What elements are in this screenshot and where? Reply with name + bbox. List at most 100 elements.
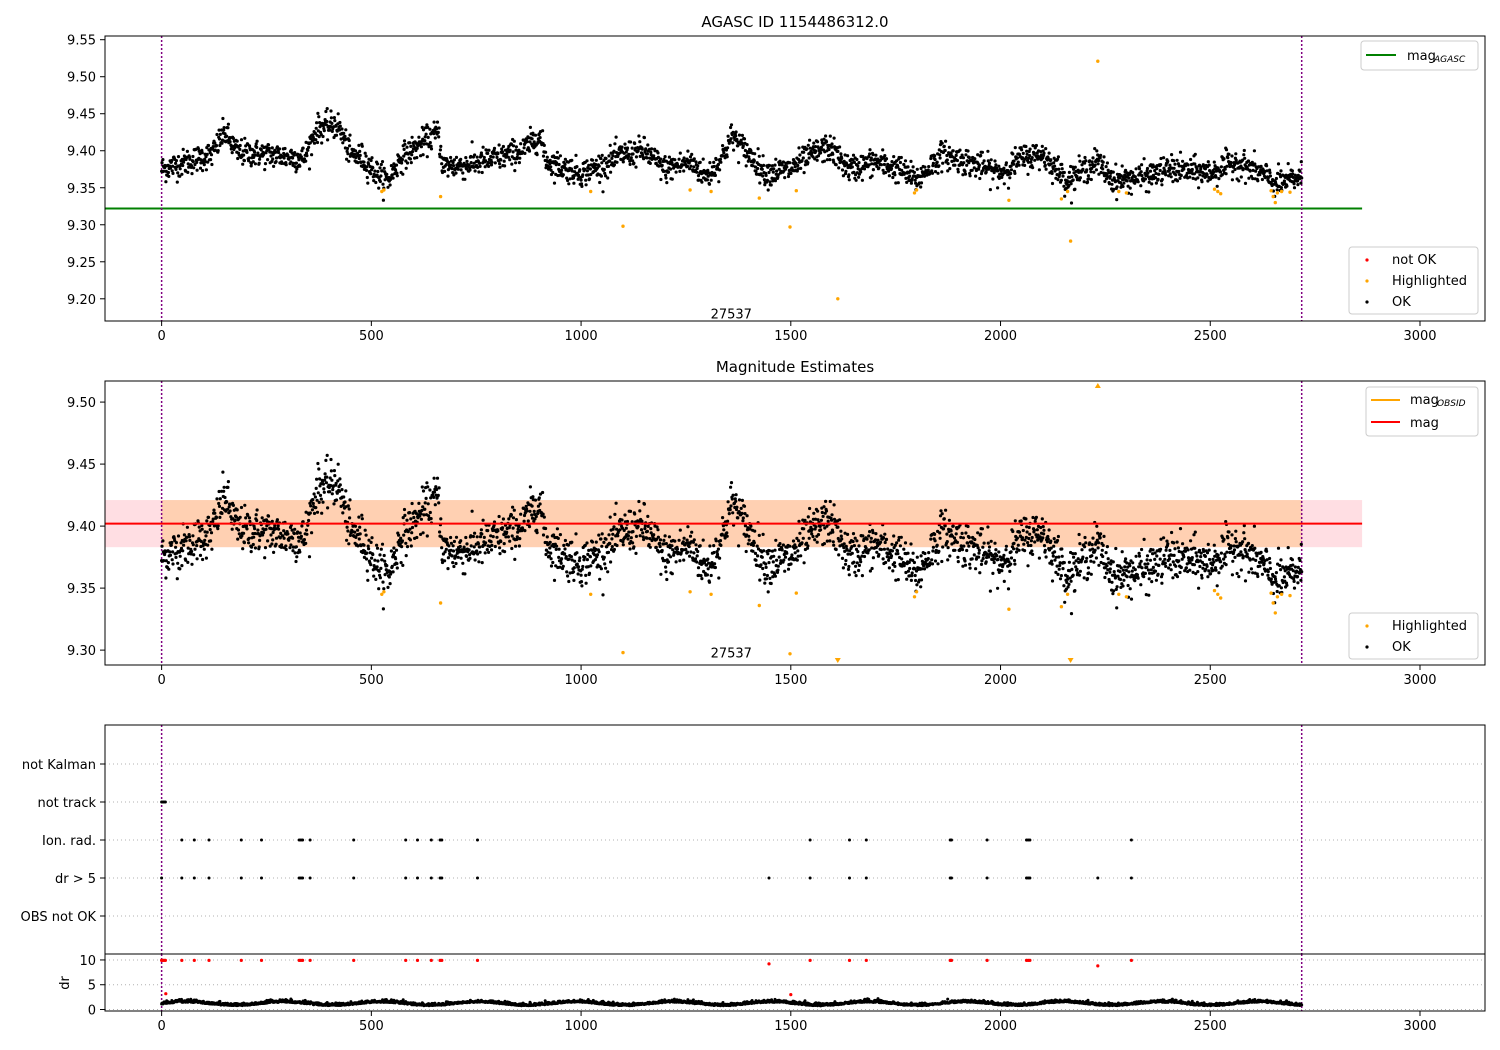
ok-point [341, 511, 345, 515]
ok-point [293, 551, 297, 555]
ok-point [380, 542, 385, 546]
ok-point [354, 535, 358, 540]
ok-point [933, 539, 937, 543]
ok-point [402, 507, 407, 512]
ok-point [834, 163, 838, 167]
ok-point [440, 546, 444, 550]
ok-point [698, 160, 702, 164]
ok-point [1090, 554, 1094, 558]
ok-point [657, 164, 661, 168]
ok-point [1021, 151, 1025, 155]
ok-point [252, 535, 256, 539]
ok-point [440, 558, 444, 562]
ok-point [498, 165, 502, 169]
ok-point [944, 139, 948, 143]
ok-point [1125, 171, 1129, 175]
ok-point [451, 549, 456, 553]
ok-point [503, 550, 507, 554]
ok-point [743, 524, 748, 528]
ok-point [824, 509, 829, 513]
ok-point [402, 154, 406, 158]
ok-point [940, 141, 944, 145]
ok-point [731, 493, 735, 497]
ok-point [324, 109, 328, 114]
ok-point [977, 551, 981, 555]
ok-point [714, 157, 718, 162]
ok-point [741, 519, 745, 523]
ok-point [478, 161, 482, 165]
ok-point [659, 572, 663, 576]
ok-point [548, 546, 552, 550]
ok-point [816, 533, 821, 537]
ok-point [970, 557, 974, 561]
ok-point [606, 164, 611, 168]
ok-point [242, 159, 246, 163]
ok-point [748, 527, 752, 531]
ok-point [945, 158, 949, 162]
ok-point [776, 564, 780, 568]
ok-point [1143, 177, 1147, 181]
ok-point [1200, 180, 1204, 184]
ok-point [425, 155, 429, 159]
ok-point [933, 559, 938, 563]
ok-point [476, 552, 480, 556]
ok-point [436, 493, 440, 497]
ok-point [206, 543, 210, 547]
ok-point [415, 535, 419, 540]
ok-point [664, 542, 669, 546]
ok-point [584, 573, 588, 578]
ok-point [846, 552, 850, 556]
ok-point [181, 163, 185, 168]
ok-point [315, 498, 319, 502]
ok-point [756, 166, 760, 171]
ok-point [946, 169, 950, 173]
ok-point [229, 147, 233, 151]
ok-point [451, 544, 455, 548]
ok-point [1031, 552, 1035, 557]
ok-point [913, 573, 917, 578]
ok-point [284, 163, 288, 167]
ok-point [344, 489, 348, 493]
ok-point [444, 163, 448, 167]
ok-point [1142, 157, 1146, 161]
ok-point [1076, 557, 1080, 561]
ok-point [585, 541, 589, 545]
ok-point [421, 128, 426, 132]
ok-point [910, 574, 914, 578]
ok-point [544, 526, 548, 531]
ok-point [919, 578, 924, 582]
ok-point [1055, 157, 1060, 161]
ok-point [385, 172, 389, 176]
ok-point [1024, 535, 1028, 540]
ok-point [868, 152, 872, 156]
ok-point [1066, 180, 1070, 184]
ok-point [966, 541, 970, 545]
ok-point [1241, 158, 1245, 162]
ok-point [278, 536, 282, 540]
ok-point [662, 538, 666, 543]
ok-point [385, 564, 389, 568]
ok-point [805, 541, 809, 545]
ok-point [556, 156, 560, 160]
ok-point [340, 127, 344, 131]
ok-point [1295, 179, 1300, 183]
ok-point [275, 145, 279, 149]
ok-point [425, 534, 429, 538]
ok-point [954, 153, 958, 157]
ok-point [1153, 169, 1157, 173]
ok-point [557, 547, 561, 551]
ok-point [509, 513, 513, 517]
ok-point [449, 541, 453, 545]
ok-point [499, 539, 503, 544]
ok-point [516, 530, 520, 534]
ok-point [598, 577, 602, 581]
ok-point [802, 527, 806, 531]
ok-point [696, 566, 701, 570]
ok-point [569, 555, 574, 559]
ok-point [1172, 166, 1176, 170]
ok-point [688, 554, 692, 558]
ok-point [698, 544, 702, 548]
ok-point [1260, 177, 1264, 182]
ok-point [405, 145, 409, 149]
ok-point [868, 569, 873, 573]
